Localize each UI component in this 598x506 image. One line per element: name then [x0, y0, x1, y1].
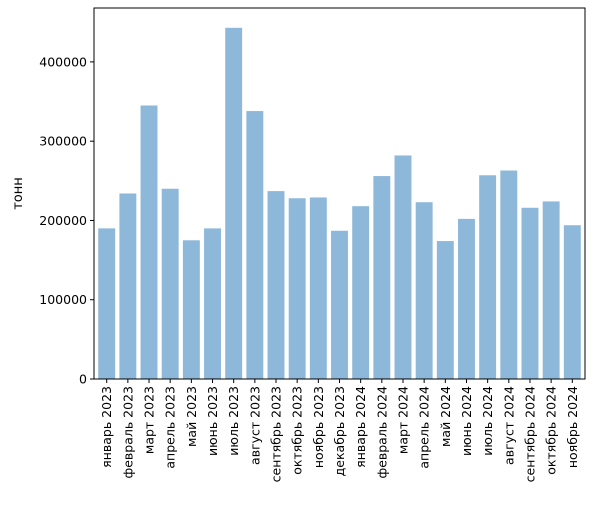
bars-group: [98, 27, 581, 379]
bar-20: [500, 170, 518, 379]
x-tick-label: ноябрь 2024: [565, 386, 580, 468]
y-tick-label: 300000: [39, 134, 87, 149]
bar-6: [204, 228, 221, 379]
bar-8: [246, 111, 264, 379]
y-tick-label: 400000: [39, 54, 87, 69]
bar-2: [119, 193, 137, 379]
bar-17: [436, 241, 454, 379]
bar-9: [267, 191, 285, 379]
bar-21: [521, 207, 539, 379]
x-tick-label: апрель 2024: [417, 386, 432, 469]
x-tick-label: ноябрь 2023: [311, 386, 326, 468]
x-tick-label: май 2024: [438, 386, 453, 447]
bar-23: [563, 225, 581, 379]
bar-1: [98, 228, 116, 379]
x-tick-label: октябрь 2023: [290, 386, 305, 475]
bar-3: [140, 105, 158, 379]
x-tick-label: июнь 2023: [205, 386, 220, 456]
y-tick-label: 200000: [39, 213, 87, 228]
x-tick-label: октябрь 2024: [544, 386, 559, 475]
x-tick-label: декабрь 2023: [332, 386, 347, 476]
y-tick-label: 100000: [39, 292, 87, 307]
bar-18: [458, 218, 475, 379]
bar-5: [182, 240, 200, 379]
x-tick-label: август 2024: [501, 386, 516, 465]
x-tick-label: август 2023: [247, 386, 262, 465]
x-tick-label: февраль 2023: [120, 386, 135, 478]
bar-13: [352, 206, 370, 379]
bar-16: [415, 202, 433, 379]
x-tick-label: сентябрь 2023: [269, 386, 284, 482]
x-tick-label: июнь 2024: [459, 386, 474, 456]
bar-4: [161, 188, 179, 379]
bar-10: [288, 198, 306, 379]
y-tick-label: 0: [79, 372, 87, 387]
bar-11: [309, 197, 327, 379]
x-tick-label: февраль 2024: [374, 386, 389, 479]
x-tick-label: июль 2024: [480, 386, 495, 456]
bar-15: [394, 155, 412, 379]
x-tick-label: январь 2024: [353, 386, 368, 468]
x-tick-label: сентябрь 2024: [522, 386, 537, 482]
x-tick-label: апрель 2023: [163, 386, 178, 469]
bar-22: [542, 201, 560, 379]
x-tick-label: июль 2023: [226, 386, 241, 456]
x-tick-label: январь 2023: [99, 386, 114, 468]
bar-7: [225, 27, 243, 379]
bar-12: [331, 230, 348, 379]
axes-group: 0 100000 200000 300000 400000 январь 2023 февр…: [39, 7, 586, 482]
bar-19: [479, 175, 497, 379]
bar-14: [373, 176, 391, 379]
x-tick-label: март 2023: [142, 386, 157, 454]
x-tick-label: май 2023: [184, 386, 199, 447]
y-axis-label: тонн: [11, 177, 26, 210]
x-tick-label: март 2024: [395, 386, 410, 454]
